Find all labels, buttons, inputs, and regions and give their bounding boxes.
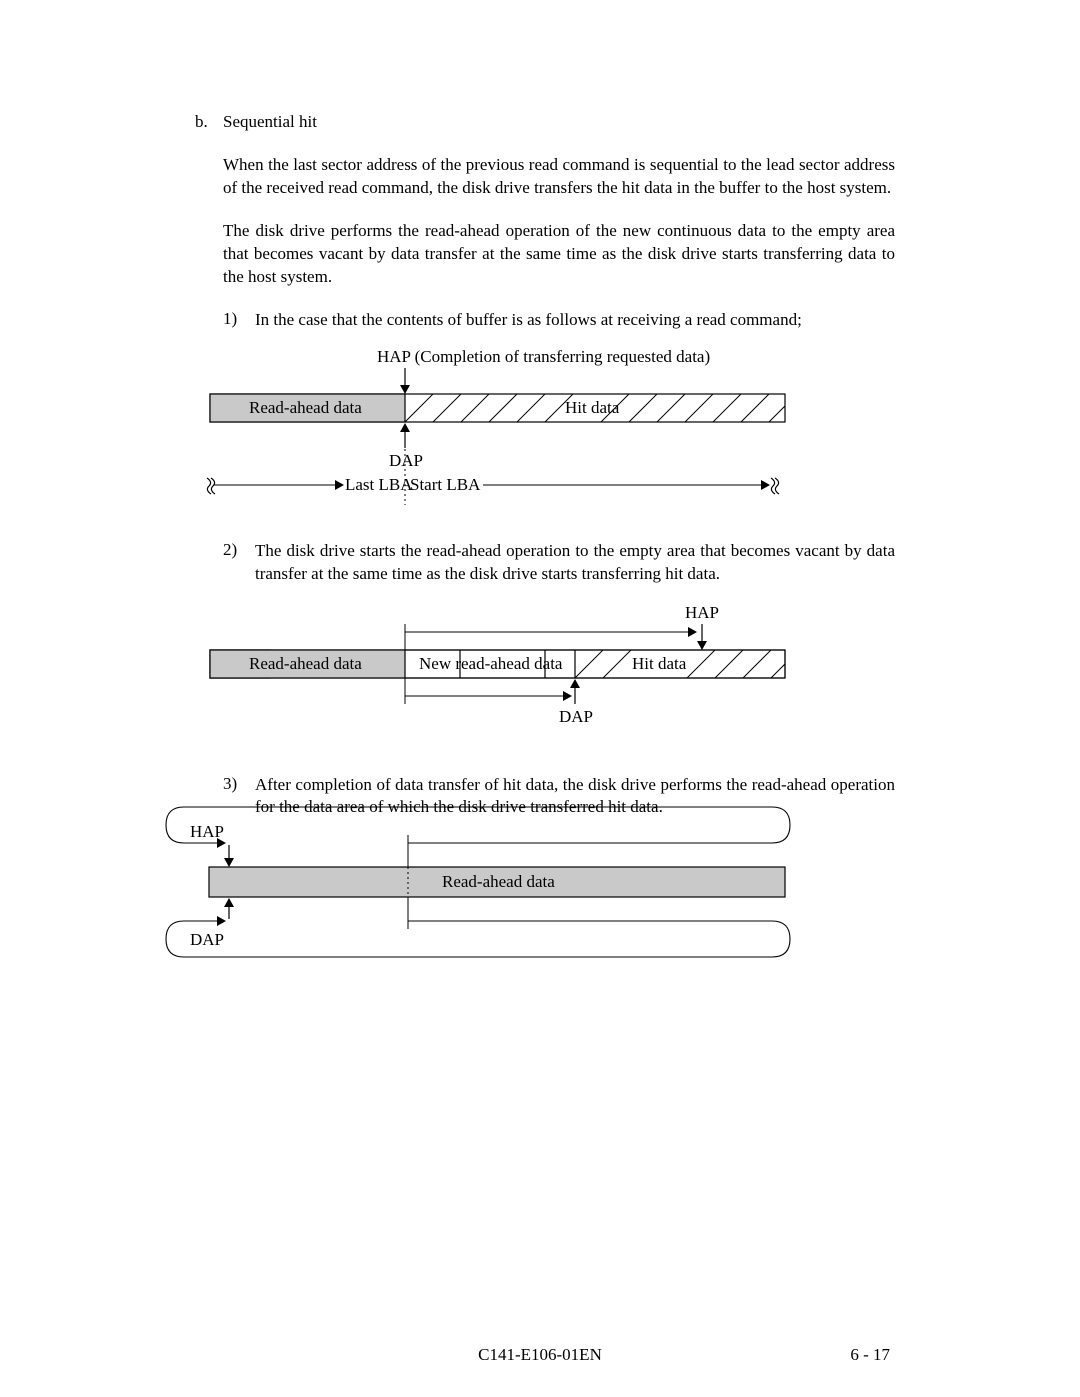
d2-readahead: Read-ahead data <box>249 654 362 673</box>
item-2: 2) The disk drive starts the read-ahead … <box>223 540 895 586</box>
item-2-marker: 2) <box>223 540 255 586</box>
d1-hit: Hit data <box>565 398 620 417</box>
diagram-2-svg: HAP <box>205 604 795 744</box>
d1-readahead: Read-ahead data <box>249 398 362 417</box>
d3-dap: DAP <box>190 930 224 949</box>
d3-readahead: Read-ahead data <box>442 872 555 891</box>
item-2-wrap: 2) The disk drive starts the read-ahead … <box>223 540 895 586</box>
section-b: b. Sequential hit <box>195 112 895 132</box>
diagram-1: HAP (Completion of transferring requeste… <box>205 350 895 510</box>
footer-doc-id: C141-E106-01EN <box>0 1345 1080 1365</box>
item-1: 1) In the case that the contents of buff… <box>223 309 895 332</box>
item-1-marker: 1) <box>223 309 255 332</box>
para-2: The disk drive performs the read-ahead o… <box>223 220 895 289</box>
d1-startlba: Start LBA <box>410 475 481 494</box>
d1-lastlba: Last LBA <box>345 475 413 494</box>
d2-hap: HAP <box>685 604 719 622</box>
d2-newreadahead: New read-ahead data <box>419 654 563 673</box>
para-1: When the last sector address of the prev… <box>223 154 895 200</box>
diagram-1-svg: HAP (Completion of transferring requeste… <box>205 350 795 510</box>
d1-hap-label: HAP (Completion of transferring requeste… <box>377 350 710 366</box>
page-content: b. Sequential hit When the last sector a… <box>195 112 895 837</box>
section-b-title: Sequential hit <box>223 112 317 132</box>
diagram-3: HAP Read-ahead data DAP <box>162 805 802 975</box>
diagram-3-svg: HAP Read-ahead data DAP <box>162 805 802 975</box>
item-2-text: The disk drive starts the read-ahead ope… <box>255 540 895 586</box>
item-1-text: In the case that the contents of buffer … <box>255 309 802 332</box>
d3-hap: HAP <box>190 822 224 841</box>
d2-dap: DAP <box>559 707 593 726</box>
diagram-2: HAP <box>205 604 895 744</box>
section-b-marker: b. <box>195 112 223 132</box>
section-b-body: When the last sector address of the prev… <box>223 154 895 332</box>
footer-page-num: 6 - 17 <box>850 1345 890 1365</box>
d2-hit: Hit data <box>632 654 687 673</box>
d1-dap: DAP <box>389 451 423 470</box>
